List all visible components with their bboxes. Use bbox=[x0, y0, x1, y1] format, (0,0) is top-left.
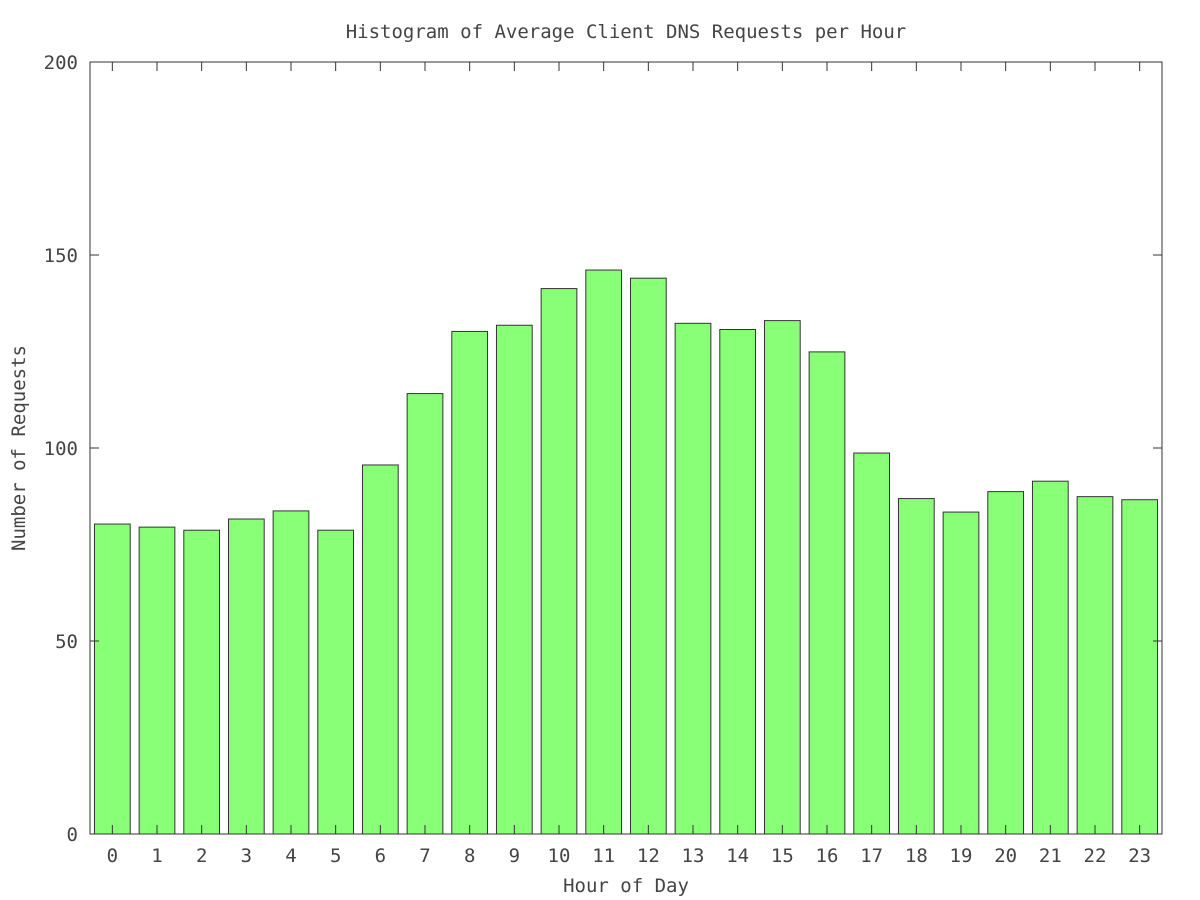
bar-hour-6 bbox=[361, 464, 399, 835]
bar-hour-2 bbox=[183, 529, 221, 835]
bar-hour-0 bbox=[93, 523, 131, 835]
x-tick-label: 9 bbox=[509, 845, 520, 867]
x-tick-label: 12 bbox=[637, 845, 660, 867]
bar-hour-8 bbox=[451, 330, 489, 835]
x-tick-label: 21 bbox=[1039, 845, 1062, 867]
y-tick-label: 0 bbox=[67, 824, 78, 846]
y-tick-label: 150 bbox=[44, 245, 78, 267]
x-tick-label: 3 bbox=[241, 845, 252, 867]
bar-hour-1 bbox=[138, 526, 176, 835]
bar-hour-23 bbox=[1121, 499, 1159, 835]
x-tick-label: 10 bbox=[548, 845, 571, 867]
x-tick-label: 22 bbox=[1084, 845, 1107, 867]
bar-hour-13 bbox=[674, 322, 712, 835]
x-tick-label: 13 bbox=[682, 845, 705, 867]
bar-hour-3 bbox=[227, 518, 265, 835]
x-tick-label: 15 bbox=[771, 845, 794, 867]
bar-hour-4 bbox=[272, 510, 310, 835]
bars-layer bbox=[93, 269, 1159, 835]
bar-hour-7 bbox=[406, 393, 444, 835]
x-tick-label: 20 bbox=[994, 845, 1017, 867]
x-tick-label: 19 bbox=[950, 845, 973, 867]
x-tick-label: 14 bbox=[726, 845, 749, 867]
x-tick-label: 23 bbox=[1128, 845, 1151, 867]
x-tick-label: 6 bbox=[375, 845, 386, 867]
bar-hour-9 bbox=[495, 324, 533, 835]
bar-hour-15 bbox=[763, 320, 801, 835]
bar-hour-17 bbox=[853, 452, 891, 835]
x-tick-label: 5 bbox=[330, 845, 341, 867]
x-tick-label: 18 bbox=[905, 845, 928, 867]
x-tick-label: 17 bbox=[860, 845, 883, 867]
bar-hour-22 bbox=[1076, 496, 1114, 835]
x-tick-label: 2 bbox=[196, 845, 207, 867]
bar-hour-19 bbox=[942, 511, 980, 835]
x-tick-label: 11 bbox=[592, 845, 615, 867]
bar-hour-5 bbox=[317, 529, 355, 835]
x-tick-label: 7 bbox=[419, 845, 430, 867]
bar-hour-14 bbox=[719, 329, 757, 835]
chart-title: Histogram of Average Client DNS Requests… bbox=[346, 21, 907, 43]
x-tick-label: 1 bbox=[151, 845, 162, 867]
bar-hour-12 bbox=[629, 277, 667, 835]
y-tick-label: 200 bbox=[44, 52, 78, 74]
y-axis-label: Number of Requests bbox=[8, 345, 30, 551]
bar-hour-11 bbox=[585, 269, 623, 835]
bar-hour-10 bbox=[540, 288, 578, 835]
x-tick-label: 0 bbox=[107, 845, 118, 867]
x-tick-label: 16 bbox=[816, 845, 839, 867]
y-tick-label: 100 bbox=[44, 438, 78, 460]
x-tick-label: 4 bbox=[285, 845, 296, 867]
x-tick-label: 8 bbox=[464, 845, 475, 867]
bar-hour-18 bbox=[897, 498, 935, 835]
x-axis-label: Hour of Day bbox=[563, 875, 689, 897]
bar-hour-21 bbox=[1031, 480, 1069, 835]
bar-hour-20 bbox=[987, 491, 1025, 835]
y-tick-label: 50 bbox=[55, 631, 78, 653]
bar-hour-16 bbox=[808, 351, 846, 835]
